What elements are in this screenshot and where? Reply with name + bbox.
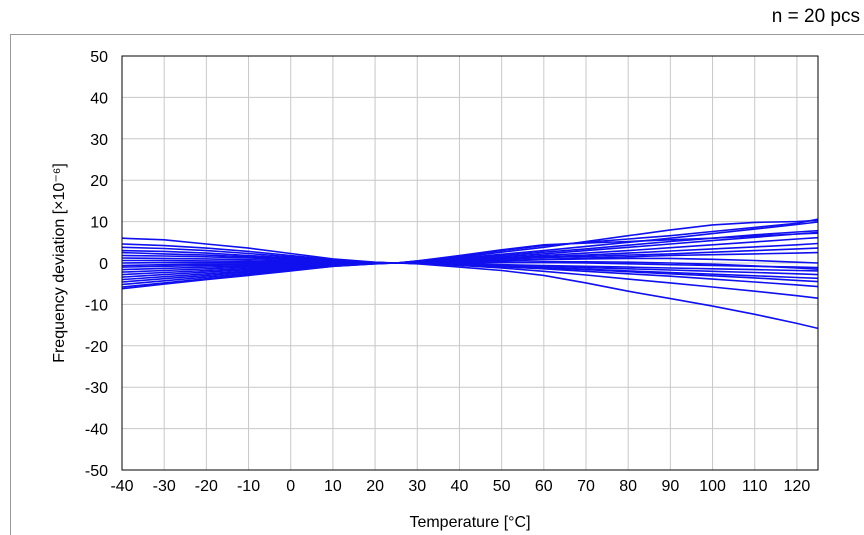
y-tick-label: 20: [90, 173, 108, 190]
x-tick-label: 10: [324, 478, 342, 495]
sample-count-note: n = 20 pcs: [771, 6, 860, 27]
y-axis-label: Frequency deviation [×10⁻⁶]: [51, 163, 68, 363]
x-tick-label: 100: [699, 478, 726, 495]
plot-border: [121, 55, 819, 471]
x-axis-label: Temperature [°C]: [409, 514, 530, 531]
x-tick-label: 0: [286, 478, 295, 495]
y-tick-label: -10: [85, 297, 108, 314]
y-tick-label: 0: [99, 256, 108, 273]
x-tick-label: -20: [195, 478, 218, 495]
series-line-20: [121, 232, 819, 290]
chart-frame: [10, 34, 864, 535]
x-tick-label: 60: [535, 478, 553, 495]
x-tick-label: 20: [366, 478, 384, 495]
y-tick-labels: -50 -40 -30 -20 -10 0 10 20 30 40 50: [85, 49, 108, 480]
y-tick-label: 40: [90, 90, 108, 107]
x-tick-label: 120: [784, 478, 811, 495]
x-tick-label: 110: [742, 478, 768, 495]
x-tick-label: 30: [408, 478, 426, 495]
y-tick-label: -20: [85, 339, 108, 356]
x-tick-label: 50: [493, 478, 511, 495]
x-tick-label: 70: [577, 478, 595, 495]
y-tick-label: 30: [90, 132, 108, 149]
x-tick-labels: -40 -30 -20 -10 0 10 20 30 40 50 60 70 80 90 100 110 120: [110, 478, 810, 495]
x-tick-label: 40: [451, 478, 469, 495]
x-tick-label: 80: [619, 478, 637, 495]
series-lines: [121, 218, 819, 330]
x-tick-label: 90: [661, 478, 679, 495]
y-tick-label: -50: [85, 463, 108, 480]
y-tick-label: 10: [90, 215, 108, 232]
y-tick-label: 50: [90, 49, 108, 66]
x-tick-label: -30: [153, 478, 176, 495]
series-line-11: [121, 251, 819, 268]
x-tick-label: -10: [237, 478, 260, 495]
y-tick-label: -40: [85, 422, 108, 439]
series-line-1: [121, 237, 819, 330]
y-tick-label: -30: [85, 380, 108, 397]
x-tick-label: -40: [110, 478, 133, 495]
